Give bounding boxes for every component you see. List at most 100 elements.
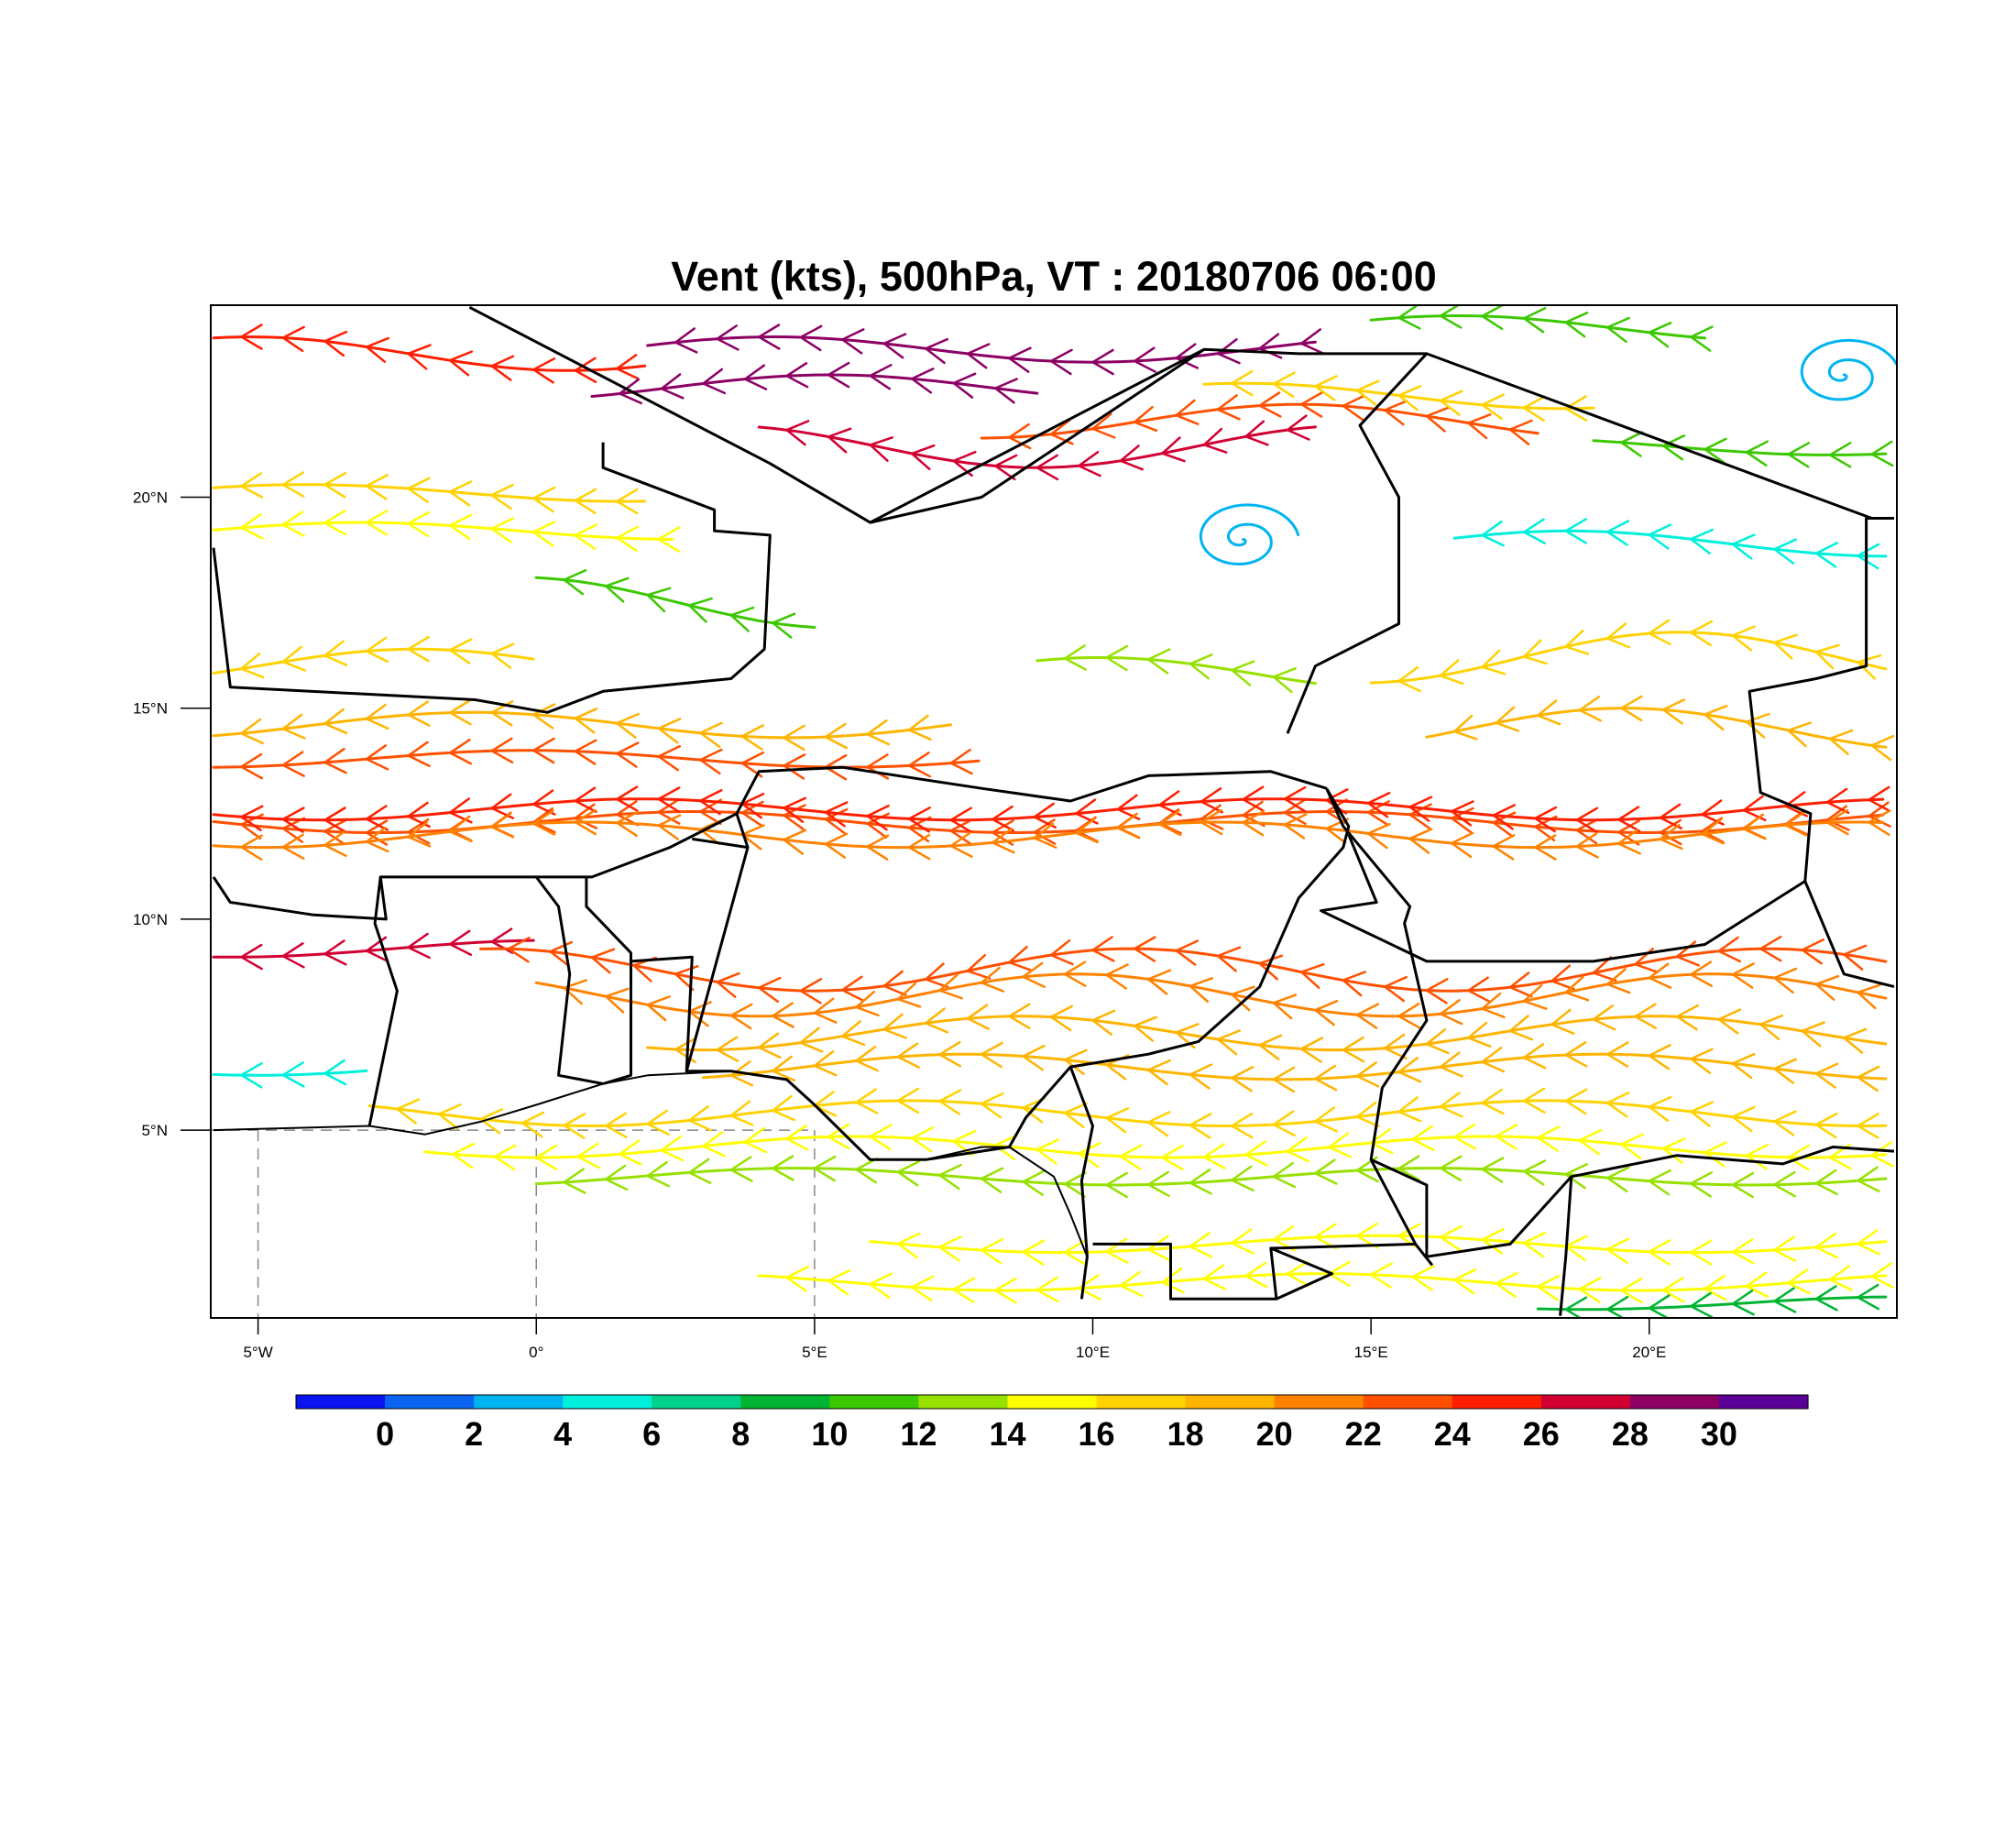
wind-arrow xyxy=(1814,1232,1839,1259)
wind-arrow xyxy=(1784,810,1808,837)
vortex-streamline xyxy=(1800,338,1897,401)
wind-arrow xyxy=(1355,1061,1380,1088)
wind-arrow xyxy=(531,703,556,730)
wind-arrow xyxy=(604,1112,628,1139)
wind-arrow xyxy=(1522,983,1548,1010)
wind-arrow xyxy=(1731,1290,1755,1316)
wind-arrow xyxy=(1091,412,1116,439)
wind-arrow xyxy=(855,1157,879,1184)
country-border xyxy=(1748,517,1894,882)
wind-arrow xyxy=(1425,978,1449,1004)
wind-arrow xyxy=(1314,1064,1338,1092)
wind-arrow xyxy=(813,1050,838,1077)
wind-arrow xyxy=(365,636,389,664)
wind-arrow xyxy=(1216,338,1241,365)
wind-arrow xyxy=(1495,1124,1518,1150)
wind-arrow xyxy=(1231,369,1254,397)
wind-arrow xyxy=(1575,807,1599,834)
wind-arrow xyxy=(1146,1111,1171,1137)
wind-arrow xyxy=(448,816,473,843)
wind-arrow xyxy=(448,929,473,956)
wind-arrow xyxy=(1105,1171,1128,1199)
wind-arrow xyxy=(966,953,992,980)
wind-arrow xyxy=(1648,322,1672,348)
wind-arrow xyxy=(1314,1223,1338,1250)
colorbar-swatch xyxy=(652,1395,741,1409)
wind-arrow xyxy=(813,1155,837,1182)
wind-arrow xyxy=(743,364,768,390)
wind-arrow xyxy=(616,525,640,553)
wind-arrow xyxy=(1814,1169,1838,1196)
wind-arrow xyxy=(1063,1102,1088,1129)
wind-arrow xyxy=(407,635,430,663)
country-border xyxy=(630,837,750,1073)
wind-arrow xyxy=(1283,785,1307,813)
wind-arrow xyxy=(448,638,473,664)
wind-arrow xyxy=(616,785,639,812)
colorbar-swatch xyxy=(829,1395,920,1409)
wind-arrow xyxy=(1661,1137,1686,1164)
wind-arrow xyxy=(1745,440,1769,466)
wind-arrow xyxy=(1634,1003,1658,1029)
wind-arrow xyxy=(1397,1057,1422,1083)
wind-arrow xyxy=(1439,1051,1463,1078)
wind-arrow xyxy=(281,510,305,537)
wind-arrow xyxy=(1175,343,1200,369)
wind-arrow xyxy=(1787,1268,1811,1295)
wind-arrow xyxy=(448,698,472,726)
wind-arrow xyxy=(1648,523,1672,550)
wind-arrow xyxy=(799,1026,824,1053)
wind-arrow xyxy=(240,752,264,780)
wind-arrow xyxy=(1787,1144,1810,1171)
wind-arrow xyxy=(1605,968,1631,994)
wind-arrow xyxy=(1258,954,1284,981)
wind-arrow xyxy=(952,450,977,477)
wind-arrow xyxy=(1690,1101,1715,1127)
wind-arrow xyxy=(323,330,348,357)
wind-arrow xyxy=(1258,333,1283,359)
wind-arrow xyxy=(1091,348,1114,376)
wind-arrow xyxy=(590,948,616,974)
wind-arrow xyxy=(1801,1021,1825,1048)
wind-arrow xyxy=(1467,976,1491,1003)
wind-arrow xyxy=(855,1088,879,1114)
wind-arrow xyxy=(1857,1283,1880,1311)
wind-arrow xyxy=(855,1045,879,1072)
wind-arrow xyxy=(783,796,806,823)
wind-arrow xyxy=(407,477,431,503)
wind-arrow xyxy=(281,942,305,969)
colorbar-label: 26 xyxy=(1523,1415,1560,1453)
colorbar-swatch xyxy=(1096,1395,1187,1409)
wind-arrow xyxy=(1105,963,1129,990)
wind-arrow xyxy=(740,751,765,778)
wind-arrow xyxy=(687,597,713,623)
wind-arrow xyxy=(1773,1110,1797,1136)
wind-arrow xyxy=(1773,1058,1798,1084)
wind-arrow xyxy=(281,713,306,740)
speed-colorbar: 0 2 4 6 8 10 12 14 16 18 20 22 24 26 28 30 xyxy=(295,1394,1809,1453)
wind-arrow xyxy=(949,748,973,775)
wind-arrow xyxy=(1564,395,1588,422)
wind-arrow xyxy=(1022,1097,1046,1124)
streamline xyxy=(869,1234,1888,1255)
colorbar-label: 2 xyxy=(465,1415,483,1453)
wind-arrow xyxy=(407,700,431,727)
wind-arrow xyxy=(1495,706,1520,732)
wind-arrow xyxy=(1161,436,1186,463)
wind-arrow xyxy=(574,786,597,813)
streamline xyxy=(212,1069,368,1077)
colorbar-swatch xyxy=(1363,1395,1453,1409)
wind-arrow xyxy=(827,1123,850,1150)
wind-arrow xyxy=(980,966,1005,993)
country-border xyxy=(686,787,1351,1161)
wind-arrow xyxy=(365,510,389,536)
wind-arrow xyxy=(1369,1262,1393,1289)
wind-arrow xyxy=(1575,832,1599,859)
wind-arrow xyxy=(907,714,932,741)
wind-arrow xyxy=(563,979,587,1005)
wind-arrow xyxy=(1202,1264,1227,1290)
lon-tick-label: 20°E xyxy=(1632,1344,1666,1361)
wind-arrow xyxy=(1299,1037,1324,1063)
wind-arrow xyxy=(1231,985,1255,1012)
wind-arrow xyxy=(574,739,597,765)
